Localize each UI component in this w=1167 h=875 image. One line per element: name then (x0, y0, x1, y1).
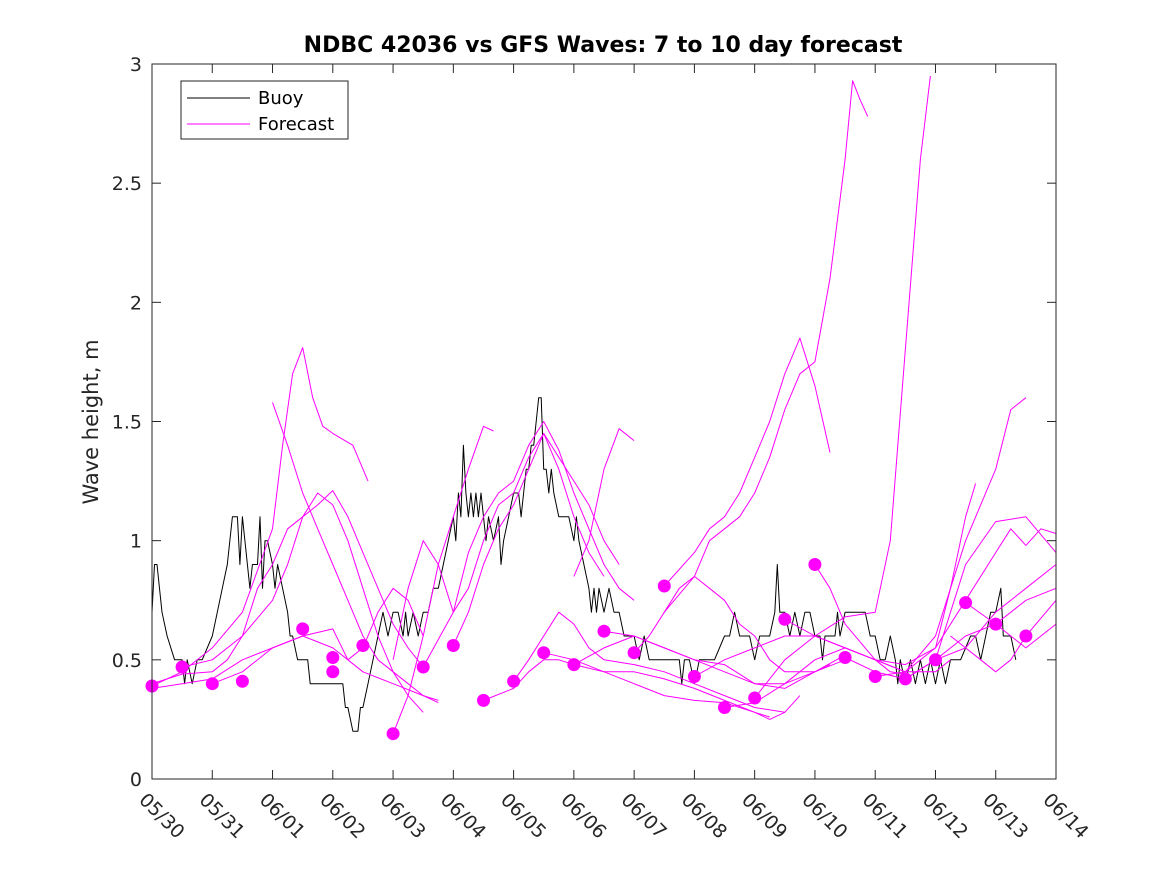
forecast-series-line-19 (663, 80, 869, 613)
y-axis-label: Wave height, m (79, 339, 103, 504)
forecast-series-line-11 (573, 428, 635, 577)
forecast-marker-9 (416, 660, 430, 674)
forecast-series-layer (151, 75, 1057, 734)
forecast-series-line-18 (663, 337, 831, 587)
plot-area (145, 75, 1057, 741)
legend: Buoy Forecast (180, 80, 349, 140)
buoy-series-layer (151, 397, 1017, 732)
forecast-marker-29 (1019, 629, 1033, 643)
forecast-series-line-26 (875, 528, 1057, 677)
forecast-marker-4 (296, 622, 310, 636)
y-tick-label: 2.5 (112, 173, 142, 195)
forecast-marker-10 (446, 639, 460, 652)
forecast-series-line-5 (212, 628, 439, 701)
forecast-marker-27 (959, 596, 973, 610)
forecast-marker-7 (356, 639, 370, 652)
y-tick-label: 2 (130, 292, 142, 314)
forecast-series-line-22 (754, 75, 931, 699)
forecast-marker-17 (657, 579, 671, 593)
forecast-marker-3 (235, 674, 249, 688)
forecast-marker-2 (205, 677, 219, 691)
forecast-series-line-16 (603, 630, 846, 689)
forecast-marker-12 (507, 674, 521, 688)
forecast-marker-26 (929, 653, 942, 667)
y-tick-label: 0.5 (112, 650, 142, 672)
forecast-marker-16 (627, 646, 641, 660)
buoy-series-line (151, 397, 1017, 732)
forecast-marker-15 (597, 624, 611, 638)
forecast-marker-11 (477, 693, 490, 707)
forecast-series-line-30 (950, 599, 1057, 673)
y-tick-label: 0 (130, 769, 142, 791)
legend-forecast-label: Forecast (258, 114, 334, 135)
forecast-marker-18 (687, 670, 701, 683)
forecast-series-line-25 (844, 516, 1057, 680)
y-tick-label: 1.5 (112, 412, 142, 434)
forecast-marker-22 (808, 558, 822, 571)
chart-title: NDBC 42036 vs GFS Waves: 7 to 10 day for… (304, 33, 903, 58)
forecast-marker-20 (748, 691, 762, 705)
legend-box (180, 80, 349, 140)
forecast-series-line-8 (392, 432, 605, 660)
forecast-marker-25 (898, 672, 912, 686)
forecast-series-line-14 (543, 652, 801, 720)
y-axis: 0 0.5 1 1.5 2 2.5 3 (112, 54, 1056, 791)
forecast-marker-21 (778, 612, 792, 626)
forecast-marker-13 (537, 646, 551, 660)
forecast-series-line-24 (814, 397, 1027, 673)
forecast-series-line-1 (151, 347, 369, 687)
forecast-marker-28 (989, 617, 1003, 631)
legend-buoy-label: Buoy (258, 88, 304, 109)
forecast-marker-14 (567, 658, 581, 672)
forecast-marker-8 (386, 727, 400, 741)
forecast-series-line-15 (573, 635, 831, 685)
forecast-marker-19 (718, 701, 731, 714)
forecast-marker-6 (326, 665, 340, 679)
forecast-series-line-9 (422, 421, 635, 668)
forecast-marker-layer (145, 558, 1033, 741)
forecast-series-line-7 (392, 425, 494, 734)
y-tick-label: 3 (130, 54, 142, 76)
forecast-marker-5 (326, 651, 340, 664)
forecast-series-line-29 (965, 602, 1057, 649)
forecast-series-line-4 (181, 492, 424, 713)
y-tick-label: 1 (130, 531, 142, 553)
forecast-marker-23 (838, 651, 852, 664)
forecast-marker-24 (868, 670, 882, 683)
forecast-marker-1 (175, 660, 189, 674)
forecast-series-line-13 (513, 611, 785, 713)
forecast-series-line-23 (784, 483, 977, 666)
forecast-series-line-10 (452, 432, 620, 646)
